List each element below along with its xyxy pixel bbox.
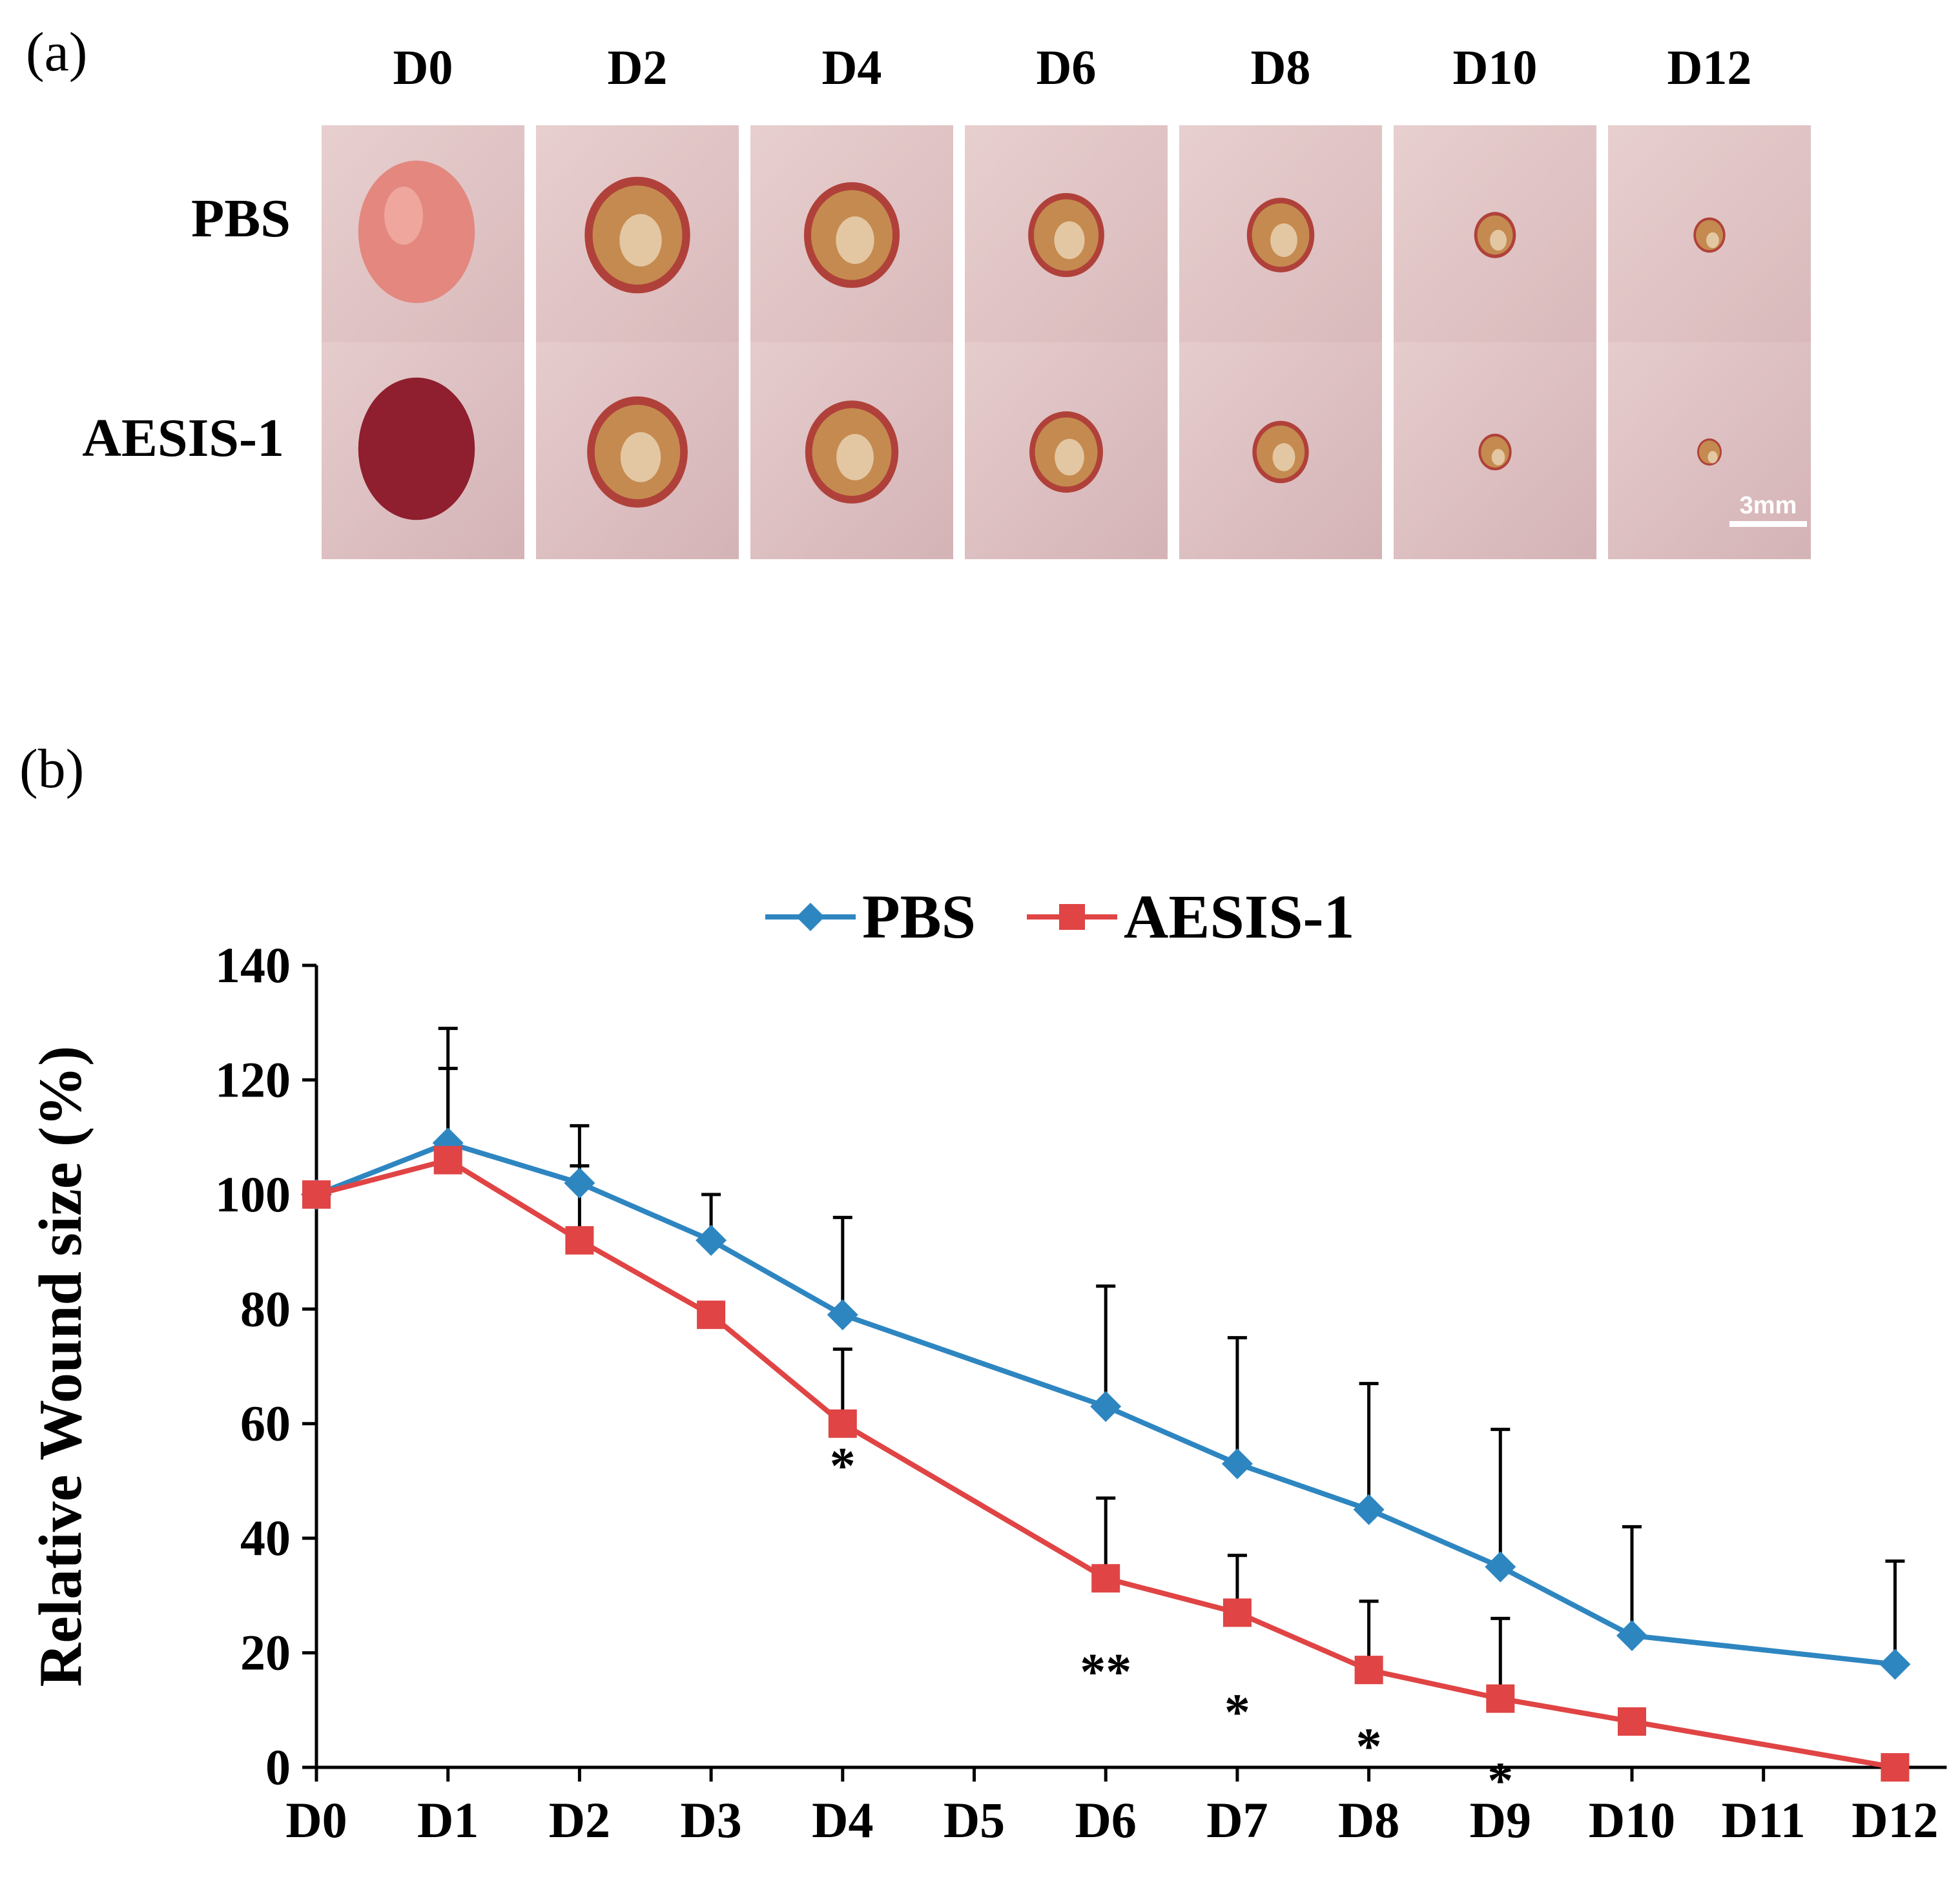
point-pbs (1353, 1494, 1385, 1525)
day-header-d2: D2 (607, 41, 668, 95)
point-pbs (1616, 1619, 1647, 1651)
wound-photo-pbs-d2 (536, 125, 739, 342)
scale-bar-label: 3mm (1739, 492, 1797, 519)
series-markers (301, 1127, 1911, 1782)
point-aesis-1 (302, 1180, 331, 1209)
wound-photo-aesis-1-d4 (750, 342, 953, 559)
x-tick-label: D6 (1075, 1792, 1137, 1848)
significance-annotations: ****** (830, 1438, 1514, 1810)
significance-star: ** (1080, 1644, 1131, 1701)
row-label-pbs: PBS (191, 189, 291, 249)
x-tick-label: D8 (1338, 1792, 1399, 1848)
y-tick-label: 80 (240, 1280, 291, 1337)
y-tick-label: 60 (240, 1395, 291, 1452)
point-aesis-1 (1354, 1656, 1383, 1685)
point-aesis-1 (1222, 1598, 1252, 1627)
y-tick-label: 120 (215, 1051, 291, 1107)
point-aesis-1 (1881, 1753, 1910, 1782)
y-tick-label: 100 (215, 1166, 291, 1222)
legend-label-aesis-1: AESIS-1 (1124, 882, 1354, 951)
x-tick-label: D9 (1470, 1792, 1531, 1848)
x-tick-label: D3 (680, 1792, 741, 1848)
y-axis-title: Relative Wound size (%) (27, 1045, 94, 1687)
day-header-d6: D6 (1036, 41, 1097, 95)
wound-size-chart: PBS AESIS-1 0 20 40 60 80 100 120 140 D0 D1 D2 D3 D4 D… (27, 882, 1947, 1848)
panel-a-label: (a) (26, 21, 88, 83)
point-aesis-1 (697, 1300, 726, 1330)
wound-photo-pbs-d6 (965, 125, 1168, 342)
legend-label-pbs: PBS (862, 882, 976, 951)
x-tick-label: D10 (1589, 1792, 1675, 1848)
wound-photo-pbs-d12 (1608, 125, 1811, 342)
wound-photo-aesis-1-d0 (322, 342, 524, 559)
point-aesis-1 (1618, 1707, 1646, 1736)
y-tick-label: 20 (240, 1625, 291, 1681)
significance-star: * (830, 1438, 856, 1495)
point-pbs (1090, 1391, 1122, 1423)
day-header-d10: D10 (1452, 41, 1538, 95)
point-pbs (1221, 1448, 1253, 1479)
x-tick-label: D12 (1852, 1792, 1938, 1848)
panel-b-label: (b) (19, 737, 85, 799)
point-aesis-1 (1091, 1564, 1120, 1593)
x-tick-label: D2 (549, 1792, 610, 1848)
point-pbs (1879, 1649, 1911, 1680)
point-aesis-1 (828, 1409, 857, 1438)
y-tick-label: 0 (265, 1739, 291, 1795)
y-tick-label: 140 (215, 937, 291, 993)
wound-photo-pbs-d10 (1394, 125, 1596, 342)
significance-star: * (1224, 1684, 1250, 1741)
wound-photo-pbs-d4 (750, 125, 953, 342)
x-tick-label: D5 (944, 1792, 1005, 1848)
significance-star: * (1487, 1753, 1513, 1810)
wound-photo-aesis-1-d6 (965, 342, 1168, 559)
point-pbs (696, 1224, 727, 1256)
point-pbs (1485, 1551, 1516, 1583)
x-tick-label: D7 (1206, 1792, 1268, 1848)
legend-marker-pbs (796, 903, 825, 931)
wound-photo-aesis-1-d2 (536, 342, 739, 559)
legend: PBS AESIS-1 (765, 882, 1354, 951)
point-pbs (827, 1299, 858, 1331)
point-aesis-1 (1486, 1684, 1515, 1713)
row-label-aesis: AESIS-1 (82, 408, 284, 468)
x-tick-label: D11 (1722, 1792, 1806, 1848)
x-tick-label: D1 (417, 1792, 479, 1848)
y-tick-label: 40 (240, 1510, 291, 1566)
scale-bar: 3mm (1729, 492, 1807, 527)
legend-marker-aesis-1 (1059, 904, 1085, 930)
x-tick-label: D4 (812, 1792, 873, 1848)
wound-photo-aesis-1-d8 (1179, 342, 1382, 559)
axes: 0 20 40 60 80 100 120 140 D0 D1 D2 D3 D4 D5 D6 D7 D8 D9 D1… (27, 937, 1947, 1848)
wound-photo-pbs-d8 (1179, 125, 1382, 342)
x-tick-label: D0 (285, 1792, 347, 1848)
day-header-d12: D12 (1667, 41, 1752, 95)
wound-photo-aesis-1-d10 (1394, 342, 1596, 559)
day-header-d4: D4 (821, 41, 882, 95)
day-header-d0: D0 (393, 41, 453, 95)
point-aesis-1 (433, 1146, 462, 1175)
significance-star: * (1356, 1719, 1382, 1776)
wound-photo-pbs-d0 (322, 125, 524, 342)
scale-bar-line (1729, 521, 1807, 527)
day-header-d8: D8 (1250, 41, 1311, 95)
point-pbs (564, 1167, 595, 1199)
point-aesis-1 (565, 1226, 594, 1255)
